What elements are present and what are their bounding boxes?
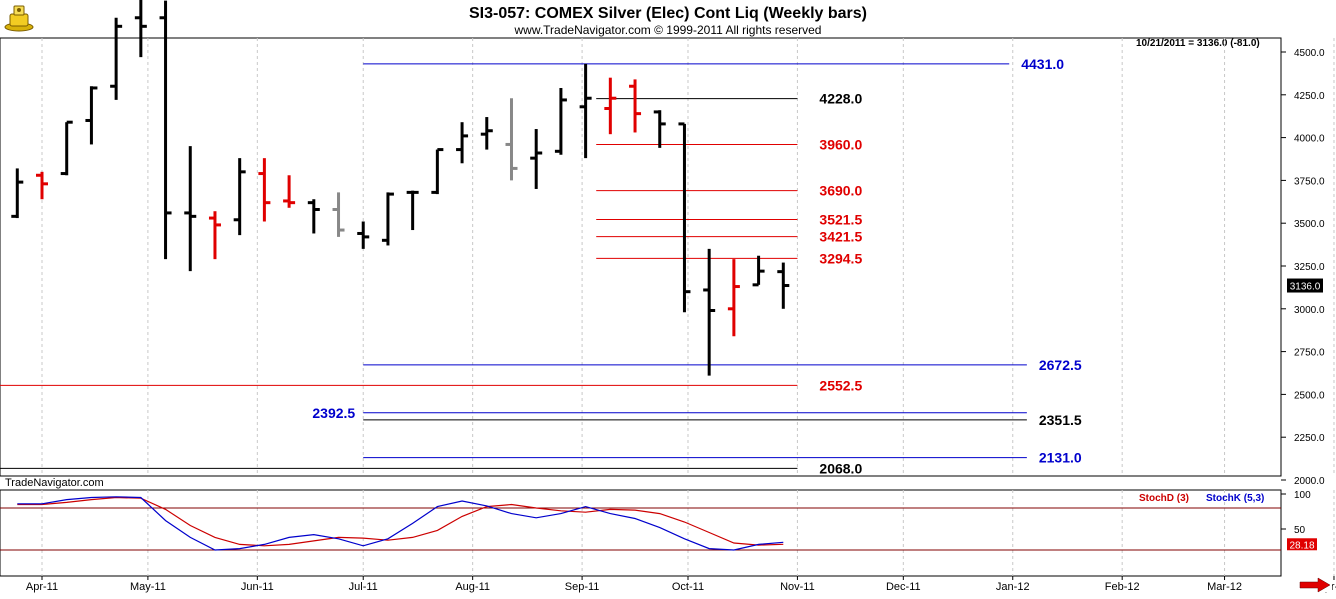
red-arrow-right-icon[interactable] [1296,577,1332,593]
ohlc-bar [357,221,370,249]
y-tick-label: 2750.0 [1294,348,1325,359]
ohlc-bar [233,158,246,236]
x-tick-label: Jul-11 [349,581,378,593]
y-tick-label: 4500.0 [1294,48,1325,59]
level-label: 3521.5 [819,212,862,228]
ohlc-bar [456,122,469,164]
ohlc-bar [159,0,172,260]
chart-title: SI3-057: COMEX Silver (Elec) Cont Liq (W… [469,5,867,22]
y-tick-label: 2250.0 [1294,433,1325,444]
stochastic-last-tag-bg [1287,538,1317,551]
y-tick-label: 4250.0 [1294,91,1325,102]
ohlc-bar [604,77,617,135]
ohlc-bar [332,192,345,237]
ohlc-bar [431,148,444,195]
level-label: 3294.5 [819,250,862,266]
ohlc-bar [208,211,221,260]
ohlc-bar [678,122,691,313]
x-tick-label: Oct-11 [672,581,704,593]
y-tick-label: 2500.0 [1294,390,1325,401]
copyright-subtitle: www.TradeNavigator.com © 1999-2011 All r… [514,23,822,37]
ohlc-bar [554,87,567,155]
price-grid [41,38,1335,476]
ohlc-bar [727,259,740,337]
level-label: 2392.5 [312,405,355,421]
stochastic-y-tick-label: 100 [1294,490,1311,501]
stochastic-last-value: 28.18 [1289,540,1314,551]
stochastic-axis: 50 100 28.18 [1281,490,1317,551]
ohlc-bar [777,262,790,309]
level-label: 2351.5 [1039,412,1082,428]
level-label: 3960.0 [819,136,862,152]
legend-stochd: StochD (3) [1139,493,1189,504]
x-tick-label: Dec-11 [886,581,921,593]
y-tick-label: 3750.0 [1294,176,1325,187]
last-price-tag: 3136.0 [1290,282,1321,293]
x-tick-label: Jan-12 [996,581,1030,593]
price-bars [11,0,790,376]
level-label: 2131.0 [1039,450,1082,466]
stochastic-series-line [17,496,784,551]
ohlc-bar [36,171,48,200]
trading-pit-logo-icon [4,5,34,32]
y-tick-label: 3000.0 [1294,305,1325,316]
ohlc-bar [653,110,666,148]
stochastic-legend: StochD (3) StochK (5,3) [1139,493,1264,504]
price-axis: 2000.0 2250.0 2500.0 2750.0 3000.0 3250.0 3500… [1281,48,1325,487]
level-label: 2672.5 [1039,357,1082,373]
y-tick-label: 3500.0 [1294,219,1325,230]
ohlc-bar [505,98,518,181]
ohlc-bar [406,190,419,231]
ohlc-bar [381,192,394,246]
ohlc-bar [184,146,197,272]
y-tick-label: 2000.0 [1294,476,1325,487]
ohlc-bar [258,158,271,222]
ohlc-bar [11,168,24,219]
ohlc-bar [629,79,642,133]
last-quote-readout: 10/21/2011 = 3136.0 (-81.0) [1136,38,1260,49]
x-tick-label: Feb-12 [1105,581,1140,593]
x-tick-label: Sep-11 [565,581,600,593]
x-tick-label: Aug-11 [455,581,490,593]
x-tick-label: Mar-12 [1207,581,1242,593]
ohlc-bar [60,120,73,176]
ohlc-bar [110,17,123,100]
ohlc-bar [480,117,493,150]
x-tick-label: Apr-11 [26,581,58,593]
legend-stochk: StochK (5,3) [1206,493,1264,504]
level-label: 4431.0 [1021,56,1064,72]
x-tick-label: Jun-11 [241,581,274,593]
level-label: 4228.0 [819,91,862,107]
ohlc-bar [752,255,765,287]
ohlc-bar [283,175,296,208]
x-tick-label: May-11 [130,581,166,593]
ohlc-bar [85,86,98,145]
stochastic-panel: 50 100 28.18 StochD (3) StochK (5,3) [0,489,1335,577]
ohlc-bar [703,248,716,376]
tradenavigator-brand-label: TradeNavigator.com [5,477,104,489]
stochastic-lines [17,496,784,551]
stochastic-series-line [17,496,784,547]
level-label: 2552.5 [819,377,862,393]
level-label: 3690.0 [819,183,862,199]
ohlc-bar [530,129,543,189]
stochastic-y-tick-label: 50 [1294,525,1306,536]
level-label: 3421.5 [819,229,862,245]
x-tick-label: Nov-11 [780,581,815,593]
ohlc-bar [307,199,320,234]
ohlc-bar [579,63,592,159]
level-label: 2068.0 [819,460,862,476]
last-price-tag-bg [1287,278,1323,293]
y-tick-label: 4000.0 [1294,134,1325,145]
ohlc-bar [134,0,147,58]
y-tick-label: 3250.0 [1294,262,1325,273]
